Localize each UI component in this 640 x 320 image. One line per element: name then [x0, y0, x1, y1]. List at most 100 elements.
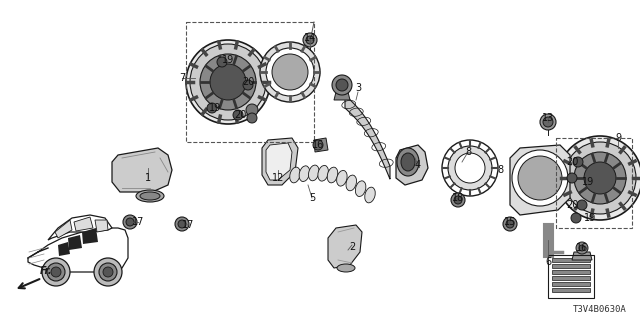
Circle shape [175, 217, 189, 231]
Circle shape [503, 217, 517, 231]
Text: 17: 17 [182, 220, 194, 230]
Circle shape [512, 150, 568, 206]
Text: T3V4B0630A: T3V4B0630A [573, 306, 627, 315]
Circle shape [103, 267, 113, 277]
Circle shape [210, 64, 246, 100]
Circle shape [313, 140, 323, 150]
Ellipse shape [136, 190, 164, 202]
Text: 9: 9 [615, 133, 621, 143]
Ellipse shape [308, 165, 319, 181]
Circle shape [455, 153, 485, 183]
Text: 8: 8 [465, 147, 471, 157]
Polygon shape [396, 145, 428, 185]
Circle shape [448, 146, 492, 190]
Circle shape [207, 103, 217, 113]
Polygon shape [28, 228, 128, 272]
Polygon shape [510, 145, 570, 215]
Circle shape [246, 104, 258, 116]
Polygon shape [552, 258, 590, 262]
Ellipse shape [401, 153, 415, 171]
Circle shape [94, 258, 122, 286]
Text: 18: 18 [452, 193, 464, 203]
Text: 17: 17 [132, 217, 144, 227]
Polygon shape [334, 92, 350, 100]
Text: 19: 19 [222, 55, 234, 65]
Polygon shape [68, 235, 82, 250]
Circle shape [564, 142, 636, 214]
Polygon shape [74, 217, 93, 231]
Circle shape [584, 162, 616, 194]
Circle shape [200, 54, 256, 110]
Circle shape [266, 48, 314, 96]
Polygon shape [345, 95, 390, 179]
Text: 20: 20 [242, 77, 254, 87]
Text: 8: 8 [497, 165, 503, 175]
Circle shape [567, 173, 577, 183]
Circle shape [51, 267, 61, 277]
Polygon shape [552, 276, 590, 280]
Polygon shape [82, 228, 98, 244]
Text: 19: 19 [209, 103, 221, 113]
Polygon shape [58, 242, 70, 256]
Circle shape [217, 57, 227, 67]
Ellipse shape [299, 166, 310, 181]
Circle shape [47, 263, 65, 281]
Circle shape [454, 196, 462, 204]
Circle shape [518, 156, 562, 200]
Ellipse shape [290, 167, 300, 183]
Ellipse shape [346, 175, 356, 191]
Polygon shape [552, 270, 590, 274]
Text: 1: 1 [145, 173, 151, 183]
Polygon shape [314, 138, 328, 152]
Text: 20: 20 [566, 157, 578, 167]
Text: 19: 19 [582, 177, 594, 187]
Polygon shape [48, 215, 112, 240]
Circle shape [243, 80, 253, 90]
Circle shape [577, 200, 587, 210]
Ellipse shape [397, 148, 419, 176]
Text: 20: 20 [234, 110, 246, 120]
Text: 16: 16 [576, 243, 588, 253]
Circle shape [543, 117, 553, 127]
Circle shape [260, 42, 320, 102]
Circle shape [336, 79, 348, 91]
Ellipse shape [327, 167, 338, 183]
Text: 16: 16 [312, 140, 324, 150]
Circle shape [42, 258, 70, 286]
Circle shape [574, 152, 626, 204]
Circle shape [123, 215, 137, 229]
Ellipse shape [337, 264, 355, 272]
Text: 13: 13 [542, 113, 554, 123]
Text: 20: 20 [566, 200, 578, 210]
Circle shape [579, 245, 585, 251]
Polygon shape [266, 143, 292, 180]
Ellipse shape [365, 187, 375, 203]
Circle shape [506, 220, 514, 228]
Circle shape [558, 136, 640, 220]
Polygon shape [572, 252, 592, 260]
Text: 7: 7 [179, 73, 185, 83]
Circle shape [190, 44, 266, 120]
Ellipse shape [355, 181, 366, 196]
Circle shape [233, 110, 243, 120]
Circle shape [442, 140, 498, 196]
Text: 4: 4 [415, 160, 421, 170]
Circle shape [576, 242, 588, 254]
Text: 3: 3 [355, 83, 361, 93]
Circle shape [306, 36, 314, 44]
Text: Fr.: Fr. [40, 266, 52, 276]
Circle shape [99, 263, 117, 281]
Circle shape [573, 157, 583, 167]
Text: 5: 5 [309, 193, 315, 203]
Text: 14: 14 [304, 33, 316, 43]
Text: 19: 19 [584, 213, 596, 223]
Circle shape [332, 75, 352, 95]
Text: 12: 12 [272, 173, 284, 183]
Text: 6: 6 [545, 257, 551, 267]
Polygon shape [55, 220, 72, 238]
Polygon shape [328, 225, 362, 268]
Text: 2: 2 [349, 242, 355, 252]
Polygon shape [552, 288, 590, 292]
Circle shape [186, 40, 270, 124]
Circle shape [571, 213, 581, 223]
